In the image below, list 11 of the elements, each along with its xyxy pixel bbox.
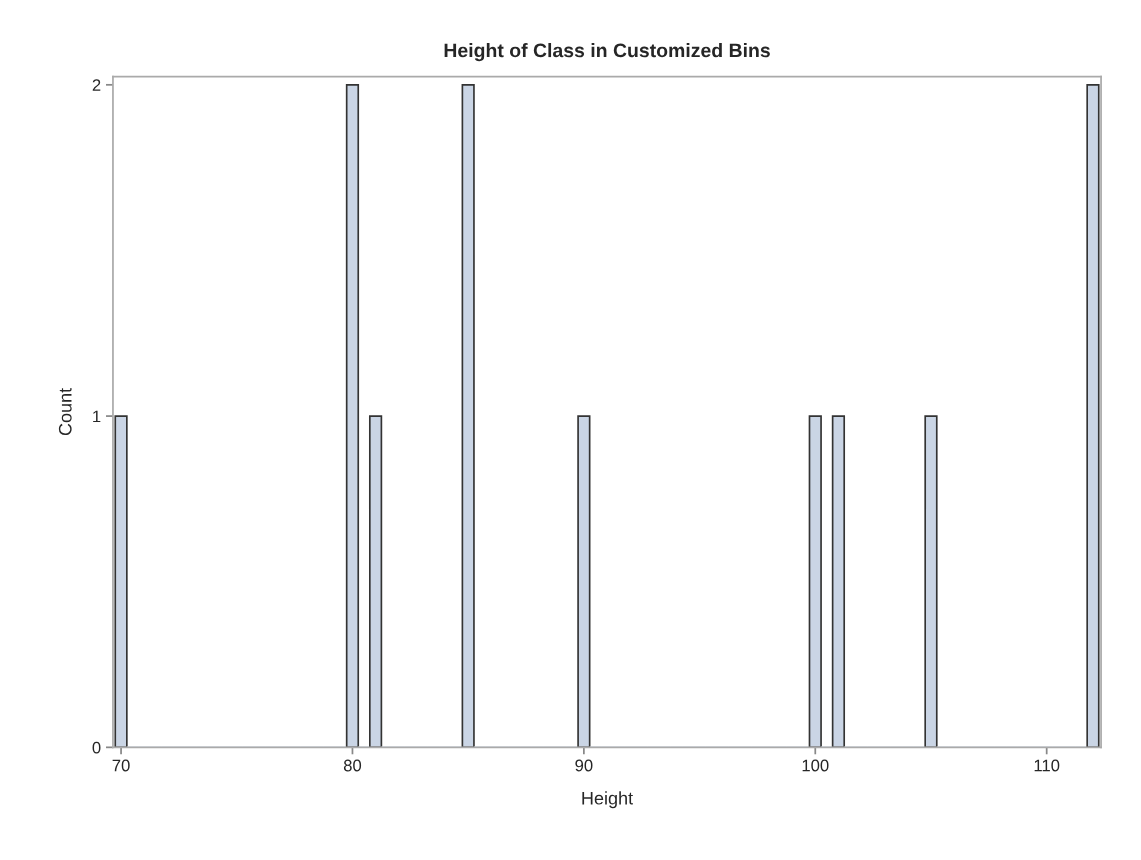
y-tick-label: 2 bbox=[92, 79, 101, 91]
x-tick-label: 80 bbox=[343, 759, 362, 772]
x-tick-label: 70 bbox=[112, 759, 130, 772]
x-tick-label: 100 bbox=[802, 759, 829, 772]
x-tick-label: 110 bbox=[1034, 759, 1060, 772]
y-tick-label: 1 bbox=[93, 410, 101, 423]
x-axis-title: Height bbox=[582, 791, 633, 809]
x-tick-label: 90 bbox=[575, 759, 593, 772]
y-axis-title: Count bbox=[58, 387, 72, 436]
y-tick-label: 0 bbox=[92, 741, 101, 754]
chart-title: Height of Class in Customized Bins bbox=[444, 43, 770, 62]
